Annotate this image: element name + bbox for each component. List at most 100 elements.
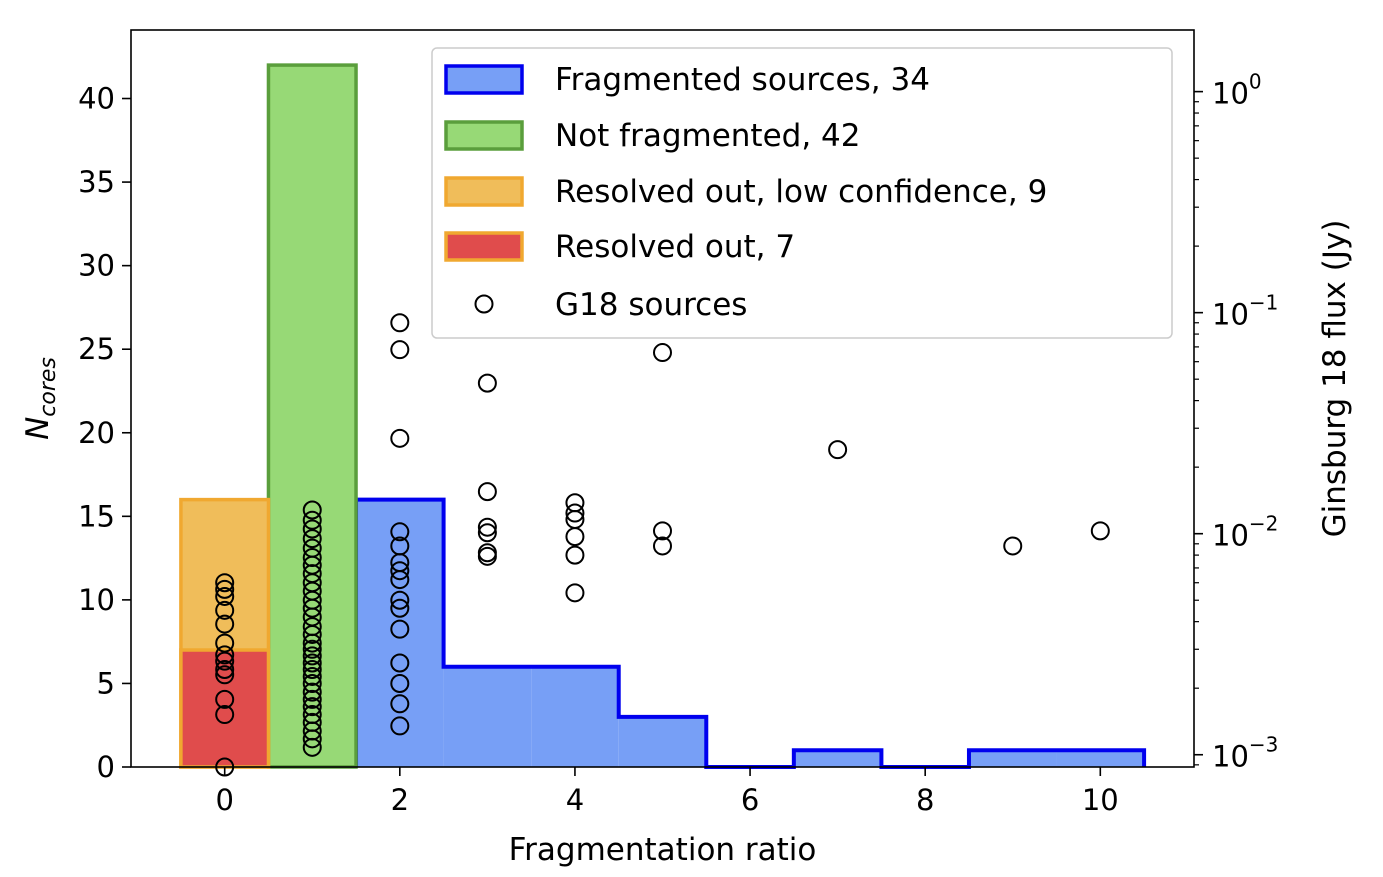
x-axis-label: Fragmentation ratio [509,832,817,868]
legend-swatch [444,176,524,207]
g18-source-point [565,527,585,547]
g18-source-point [302,697,322,717]
y-axis-label-subscript: cores [36,357,61,417]
legend-swatch-g18 [474,294,494,314]
fragmented-bar [531,666,619,767]
g18-source-point [653,521,672,541]
legend-label: G18 sources [555,287,747,323]
legend-swatch [444,231,524,262]
y-tick-label: 25 [78,332,115,366]
g18-source-point [477,543,497,563]
g18-source-point [302,653,322,673]
g18-source-point [215,586,235,606]
g18-source-point [477,482,497,502]
g18-source-point [653,343,672,363]
g18-source-point [477,546,497,566]
g18-source-point [390,313,410,333]
g18-source-point [215,651,235,671]
g18-source-point [302,666,322,686]
y2-tick-base: 10 [1212,519,1249,553]
g18-source-point [565,493,585,513]
y-tick-label: 10 [78,583,115,617]
y2-tick-base: 10 [1212,77,1249,111]
g18-source-point [390,716,410,736]
x-tick-label: 10 [1082,783,1119,817]
g18-source-point [302,510,322,530]
g18-source-point [477,523,497,543]
fragmented-bar [443,666,532,767]
y-tick-label: 0 [97,750,115,784]
g18-source-point [390,619,410,639]
g18-source-point [1003,536,1023,556]
g18-source-point [390,653,410,673]
g18-source-point [477,373,497,393]
y2-tick-exponent: −3 [1249,733,1278,757]
y2-tick-label: 10−1 [1212,291,1278,332]
g18-source-point [390,590,410,610]
g18-source-point [302,659,322,679]
legend-swatch [444,64,524,95]
g18-source-point [390,674,410,694]
y2-tick-label: 10−2 [1212,512,1278,553]
y-axis-label-main: N [20,417,56,440]
y2-tick-label: 100 [1212,70,1262,111]
y2-tick-label: 10−3 [1212,733,1278,774]
y-tick-label: 15 [78,499,115,533]
fragmented-bar [1056,750,1145,767]
g18-source-point [215,689,235,709]
legend-label: Not fragmented, 42 [555,118,860,154]
fragmented-bar [968,750,1057,767]
g18-source-point [215,633,235,653]
g18-source-point [390,340,410,360]
g18-source-point [390,428,410,448]
x-tick-label: 4 [566,783,584,817]
g18-source-point [302,529,322,549]
g18-source-point [302,538,322,558]
x-tick-label: 0 [215,783,233,817]
g18-source-point [390,536,410,556]
y-axis-label: Ncores [20,357,61,440]
g18-source-point [215,614,235,634]
fragmented-bar [356,499,444,767]
x-tick-label: 8 [916,783,934,817]
g18-source-point [215,665,235,685]
g18-source-point [215,579,235,599]
x-tick-label: 6 [741,783,759,817]
x-axis-ticks: 0 2 4 6 8 10 [215,767,1119,817]
y-tick-label: 20 [78,416,115,450]
g18-source-point [302,519,322,539]
y-axis-ticks: 0 5 10 15 20 25 30 35 40 [78,82,131,784]
legend-swatch [444,120,524,151]
y-tick-label: 35 [78,165,115,199]
y-tick-label: 30 [78,249,115,283]
g18-scatter-points [215,313,1110,777]
g18-source-point [215,659,235,679]
y2-tick-base: 10 [1212,298,1249,332]
y2-tick-exponent: −1 [1249,291,1278,315]
g18-source-point [215,573,235,593]
legend: Fragmented sources, 34 Not fragmented, 42… [431,47,1173,339]
g18-source-point [215,645,235,665]
g18-source-point [302,689,322,709]
g18-source-point [565,503,585,523]
not-fragmented-bar [266,63,358,769]
g18-source-point [215,705,235,725]
g18-source-point [302,617,322,637]
legend-box [431,47,1173,339]
y2-tick-exponent: 0 [1249,70,1262,94]
g18-source-point [302,674,322,694]
g18-source-point [302,639,322,659]
g18-source-point [1090,521,1110,541]
g18-source-point [390,694,410,714]
g18-source-point [390,522,410,542]
g18-source-point [828,440,848,460]
legend-items: Fragmented sources, 34 Not fragmented, 42… [444,62,1047,323]
y2-tick-exponent: −2 [1249,512,1278,536]
y-tick-label: 40 [78,82,115,116]
fragmented-bar [793,750,882,767]
g18-source-point [653,536,672,556]
g18-source-point [390,561,410,581]
plot-frame [130,29,1195,768]
